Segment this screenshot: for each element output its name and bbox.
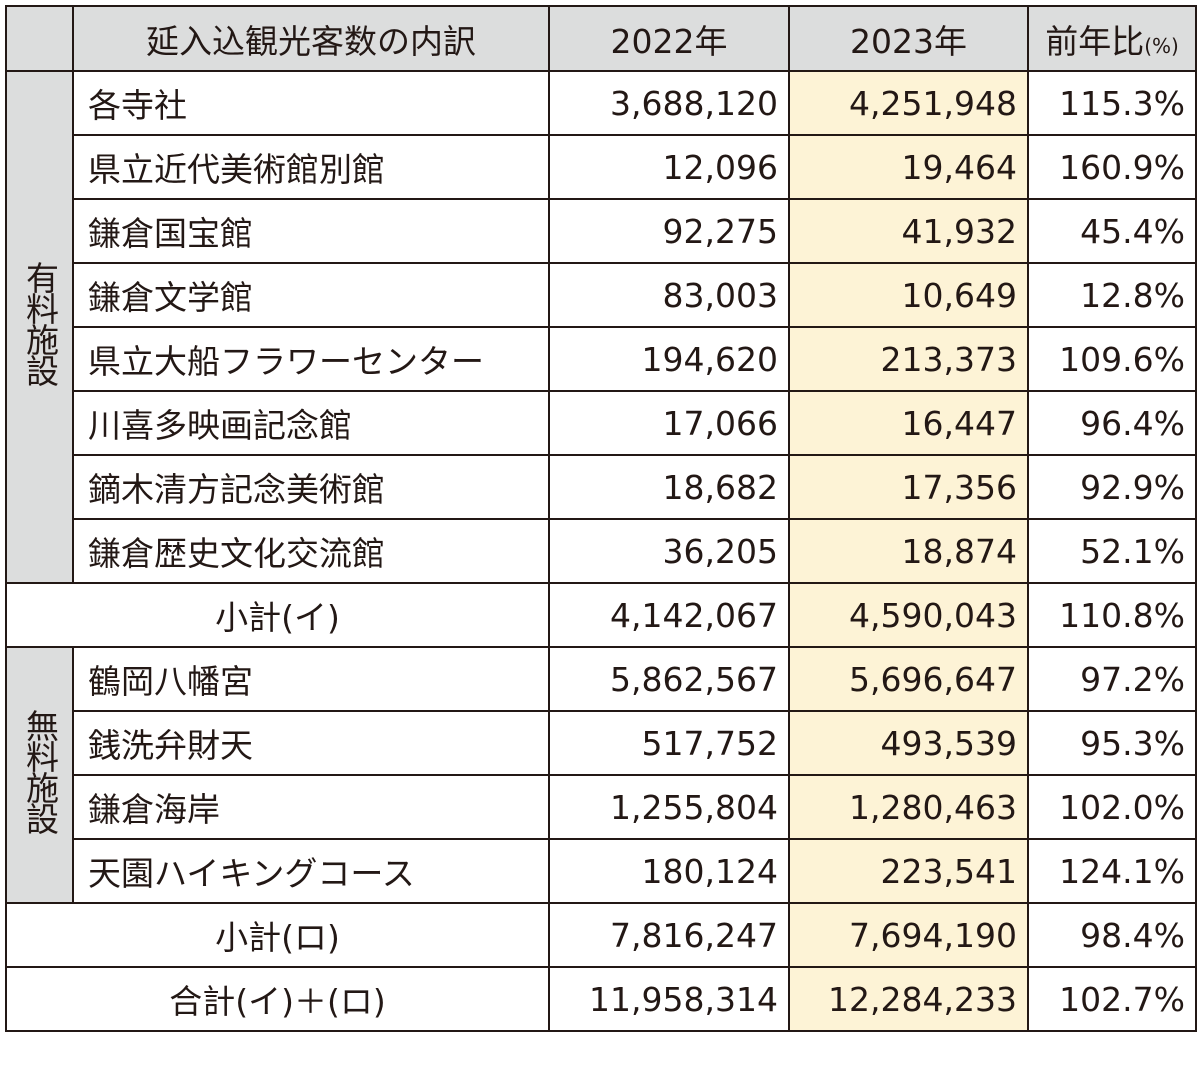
ratio-value: 98.4% xyxy=(1027,902,1197,968)
ratio-value: 97.2% xyxy=(1027,646,1197,712)
value-2023: 1,280,463 xyxy=(788,774,1029,840)
facility-name: 県立近代美術館別館 xyxy=(72,134,550,200)
table-row: 鎌倉歴史文化交流館 36,205 18,874 52.1% xyxy=(6,518,1197,584)
header-2022: 2022年 xyxy=(548,5,790,72)
ratio-value: 115.3% xyxy=(1027,70,1197,136)
value-2023: 12,284,233 xyxy=(788,966,1029,1032)
ratio-value: 12.8% xyxy=(1027,262,1197,328)
ratio-value: 110.8% xyxy=(1027,582,1197,648)
table-row: 鏑木清方記念美術館 18,682 17,356 92.9% xyxy=(6,454,1197,520)
table-row: 鎌倉文学館 83,003 10,649 12.8% xyxy=(6,262,1197,328)
value-2022: 17,066 xyxy=(548,390,790,456)
value-2022: 517,752 xyxy=(548,710,790,776)
facility-name: 鎌倉文学館 xyxy=(72,262,550,328)
facility-name: 鏑木清方記念美術館 xyxy=(72,454,550,520)
table-row: 県立大船フラワーセンター 194,620 213,373 109.6% xyxy=(6,326,1197,392)
value-2022: 92,275 xyxy=(548,198,790,264)
facility-name: 鎌倉歴史文化交流館 xyxy=(72,518,550,584)
header-ratio: 前年比(%) xyxy=(1027,5,1197,72)
value-2023: 4,251,948 xyxy=(788,70,1029,136)
value-2022: 11,958,314 xyxy=(548,966,790,1032)
ratio-value: 102.7% xyxy=(1027,966,1197,1032)
facility-name: 鎌倉国宝館 xyxy=(72,198,550,264)
group-label: 有料施設 xyxy=(20,261,60,385)
value-2023: 213,373 xyxy=(788,326,1029,392)
value-2022: 4,142,067 xyxy=(548,582,790,648)
ratio-value: 45.4% xyxy=(1027,198,1197,264)
ratio-value: 160.9% xyxy=(1027,134,1197,200)
group-label-cell: 有料施設 xyxy=(5,70,74,584)
value-2023: 4,590,043 xyxy=(788,582,1029,648)
value-2022: 3,688,120 xyxy=(548,70,790,136)
group-label-cell: 無料施設 xyxy=(5,646,74,904)
table-row: 鎌倉海岸 1,255,804 1,280,463 102.0% xyxy=(6,774,1197,840)
table-row: 県立近代美術館別館 12,096 19,464 160.9% xyxy=(6,134,1197,200)
table-row: 銭洗弁財天 517,752 493,539 95.3% xyxy=(6,710,1197,776)
ratio-value: 96.4% xyxy=(1027,390,1197,456)
value-2022: 18,682 xyxy=(548,454,790,520)
table-row: 天園ハイキングコース 180,124 223,541 124.1% xyxy=(6,838,1197,904)
subtotal-label: 小計(ロ) xyxy=(5,902,550,968)
value-2022: 36,205 xyxy=(548,518,790,584)
facility-name: 鎌倉海岸 xyxy=(72,774,550,840)
table-row: 有料施設 各寺社 3,688,120 4,251,948 115.3% xyxy=(5,70,1197,584)
group-label: 無料施設 xyxy=(20,709,60,833)
subtotal-row: 小計(ロ) 7,816,247 7,694,190 98.4% xyxy=(5,902,1197,968)
header-category: 延入込観光客数の内訳 xyxy=(72,5,550,72)
ratio-value: 95.3% xyxy=(1027,710,1197,776)
value-2022: 83,003 xyxy=(548,262,790,328)
value-2022: 7,816,247 xyxy=(548,902,790,968)
value-2022: 1,255,804 xyxy=(548,774,790,840)
ratio-value: 109.6% xyxy=(1027,326,1197,392)
visitor-breakdown-table: 延入込観光客数の内訳 2022年 2023年 前年比(%) 有料施設 各寺社 3,6… xyxy=(5,5,1197,1032)
table-row: 川喜多映画記念館 17,066 16,447 96.4% xyxy=(6,390,1197,456)
table-row: 鎌倉国宝館 92,275 41,932 45.4% xyxy=(6,198,1197,264)
ratio-value: 102.0% xyxy=(1027,774,1197,840)
value-2023: 17,356 xyxy=(788,454,1029,520)
ratio-value: 124.1% xyxy=(1027,838,1197,904)
value-2022: 12,096 xyxy=(548,134,790,200)
value-2023: 19,464 xyxy=(788,134,1029,200)
value-2023: 41,932 xyxy=(788,198,1029,264)
header-blank xyxy=(5,5,74,72)
header-ratio-label: 前年比 xyxy=(1045,21,1145,61)
ratio-value: 52.1% xyxy=(1027,518,1197,584)
facility-name: 天園ハイキングコース xyxy=(72,838,550,904)
value-2023: 5,696,647 xyxy=(788,646,1029,712)
total-row: 合計(イ)＋(ロ) 11,958,314 12,284,233 102.7% xyxy=(5,966,1197,1032)
facility-name: 県立大船フラワーセンター xyxy=(72,326,550,392)
value-2023: 7,694,190 xyxy=(788,902,1029,968)
facility-name: 銭洗弁財天 xyxy=(72,710,550,776)
value-2023: 493,539 xyxy=(788,710,1029,776)
facility-name: 各寺社 xyxy=(72,70,550,136)
value-2023: 18,874 xyxy=(788,518,1029,584)
header-row: 延入込観光客数の内訳 2022年 2023年 前年比(%) xyxy=(5,5,1197,72)
value-2023: 10,649 xyxy=(788,262,1029,328)
total-label: 合計(イ)＋(ロ) xyxy=(5,966,550,1032)
facility-name: 鶴岡八幡宮 xyxy=(72,646,550,712)
table-row: 無料施設 鶴岡八幡宮 5,862,567 5,696,647 97.2% xyxy=(5,646,1197,904)
subtotal-label: 小計(イ) xyxy=(5,582,550,648)
ratio-value: 92.9% xyxy=(1027,454,1197,520)
header-ratio-unit: (%) xyxy=(1144,33,1179,58)
value-2022: 194,620 xyxy=(548,326,790,392)
subtotal-row: 小計(イ) 4,142,067 4,590,043 110.8% xyxy=(5,582,1197,648)
value-2022: 5,862,567 xyxy=(548,646,790,712)
value-2023: 16,447 xyxy=(788,390,1029,456)
value-2023: 223,541 xyxy=(788,838,1029,904)
header-2023: 2023年 xyxy=(788,5,1029,72)
value-2022: 180,124 xyxy=(548,838,790,904)
facility-name: 川喜多映画記念館 xyxy=(72,390,550,456)
